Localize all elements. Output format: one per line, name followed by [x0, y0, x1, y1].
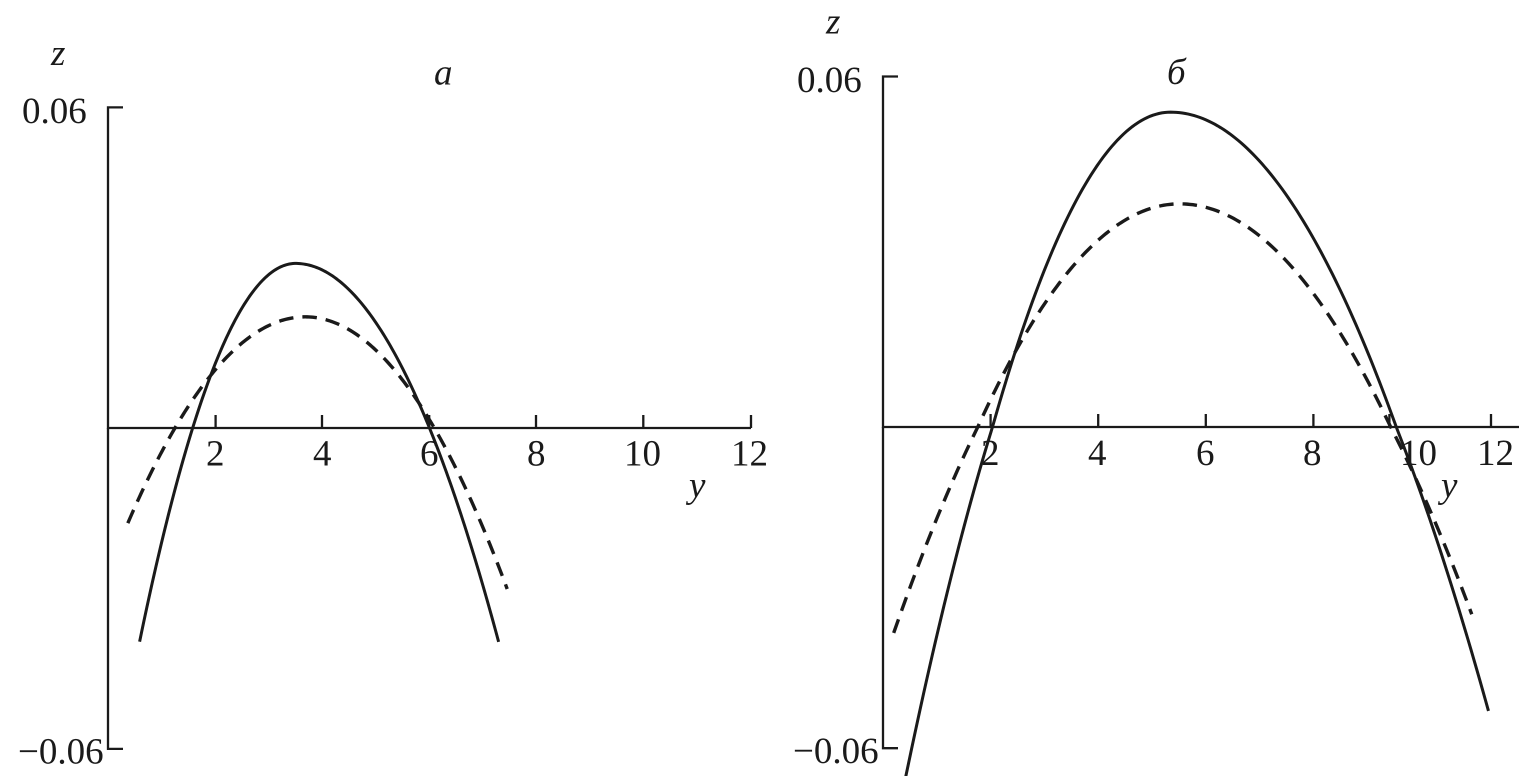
svg-text:4: 4 — [313, 434, 332, 475]
svg-text:10: 10 — [624, 434, 661, 475]
svg-text:8: 8 — [1303, 433, 1322, 474]
svg-text:z: z — [825, 2, 840, 43]
svg-text:б: б — [1167, 52, 1187, 93]
svg-text:6: 6 — [1196, 433, 1215, 474]
svg-text:y: y — [1437, 465, 1458, 506]
svg-text:0.06: 0.06 — [22, 91, 87, 132]
svg-text:6: 6 — [420, 434, 439, 475]
svg-text:0.06: 0.06 — [797, 60, 862, 101]
svg-text:4: 4 — [1088, 433, 1107, 474]
svg-text:−0.06: −0.06 — [18, 732, 104, 773]
svg-text:y: y — [685, 465, 706, 506]
svg-text:z: z — [50, 33, 65, 74]
svg-text:2: 2 — [206, 434, 225, 475]
svg-text:12: 12 — [731, 434, 768, 475]
svg-text:10: 10 — [1400, 433, 1437, 474]
svg-text:a: a — [434, 53, 453, 94]
svg-text:8: 8 — [527, 434, 546, 475]
svg-text:12: 12 — [1477, 433, 1514, 474]
svg-text:−0.06: −0.06 — [793, 731, 879, 772]
svg-text:2: 2 — [981, 433, 1000, 474]
